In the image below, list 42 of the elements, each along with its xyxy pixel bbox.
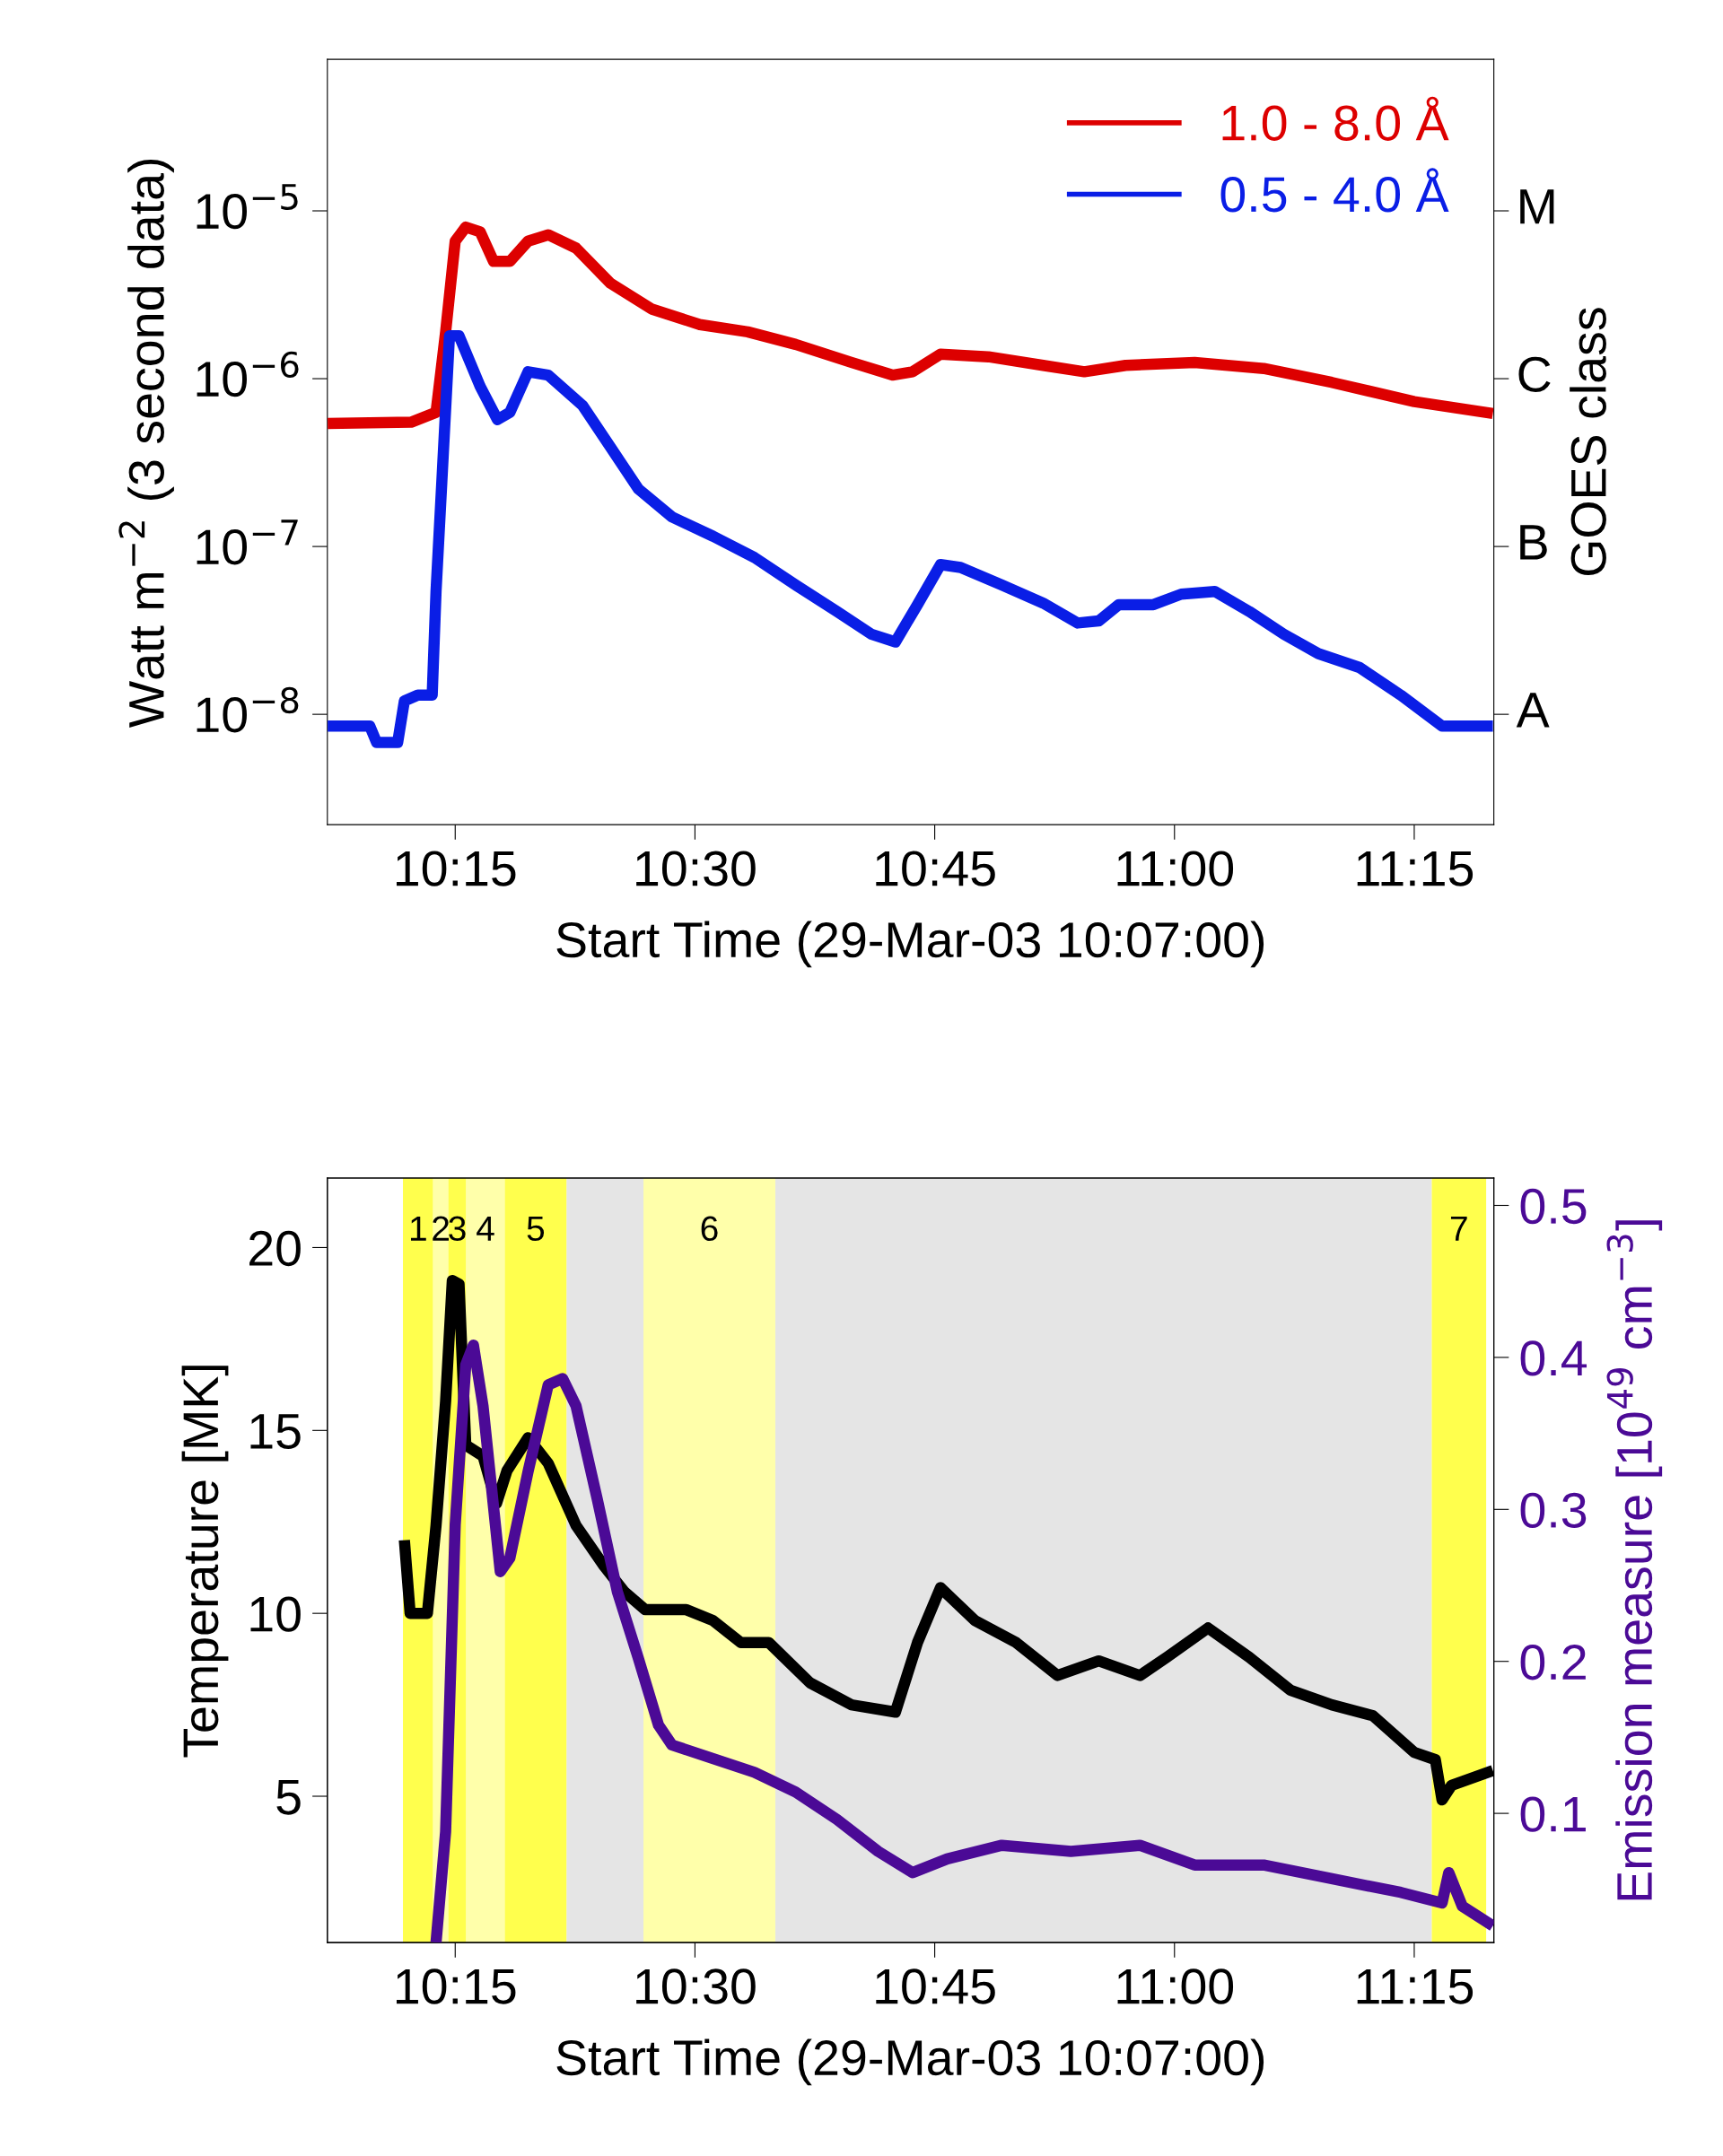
band-label: 2 xyxy=(433,1216,449,1241)
y2-tick-label: 0.4 xyxy=(1520,1340,1587,1376)
band-label: 1 xyxy=(411,1216,426,1241)
y-tick-label: 15 xyxy=(250,1414,301,1449)
x-tick-label: 10:45 xyxy=(876,1968,995,2004)
y2-tick-label: 0.3 xyxy=(1520,1492,1587,1528)
x-tick-label: 10:30 xyxy=(636,1968,756,2004)
x-axis-title: Start Time (29-Mar-03 10:07:00) xyxy=(556,2038,1264,2086)
y2-axis-title: Emission measure [10$^{49}$ cm$^{−3}$] xyxy=(1606,1220,1663,1900)
text: M xyxy=(1520,189,1554,224)
x-tick-label: 10:45 xyxy=(876,851,995,886)
legend-label: 0.5 - 4.0 Å xyxy=(1220,168,1449,213)
y2-tick-label: 0.2 xyxy=(1520,1645,1586,1680)
text: A xyxy=(1516,693,1550,728)
band-label: 6 xyxy=(701,1216,718,1242)
y-axis-title: Watt m$^{−2}$ (3 second data) xyxy=(118,159,174,728)
band-label: 7 xyxy=(1450,1216,1467,1241)
x-tick-label: 10:15 xyxy=(396,1968,516,2004)
x-tick-label: 11:00 xyxy=(1117,1968,1234,2004)
y-axis-title: Temperature [MK] xyxy=(181,1366,229,1758)
y-tick-label: 5 xyxy=(276,1779,301,1815)
legend-label: 1.0 - 8.0 Å xyxy=(1222,96,1449,141)
y-tick-label: 10 xyxy=(250,1596,301,1632)
y2-axis-title: GOES class xyxy=(1570,308,1606,576)
x-tick-label: 11:15 xyxy=(1357,1968,1474,2004)
band-label: 4 xyxy=(477,1216,494,1241)
x-tick-label: 10:30 xyxy=(636,851,756,886)
x-tick-label: 10:15 xyxy=(396,851,516,886)
band-label: 3 xyxy=(449,1216,466,1242)
y-tick-label: 10$^{−8}$ xyxy=(197,686,299,733)
y-tick-label: 10$^{−5}$ xyxy=(197,184,298,230)
y2-tick-label: 0.1 xyxy=(1520,1796,1586,1832)
y-tick-label: 20 xyxy=(249,1230,301,1267)
y-tick-label: 10$^{−7}$ xyxy=(197,519,298,565)
y-tick-label: 10$^{−6}$ xyxy=(197,351,299,397)
text: B xyxy=(1520,525,1547,560)
y2-tick-label: 0.5 xyxy=(1520,1188,1587,1225)
x-tick-label: 11:15 xyxy=(1357,851,1474,886)
x-axis-title: Start Time (29-Mar-03 10:07:00) xyxy=(556,921,1264,968)
band-label: 5 xyxy=(527,1216,545,1242)
text: C xyxy=(1518,356,1551,392)
x-tick-label: 11:00 xyxy=(1117,851,1234,886)
